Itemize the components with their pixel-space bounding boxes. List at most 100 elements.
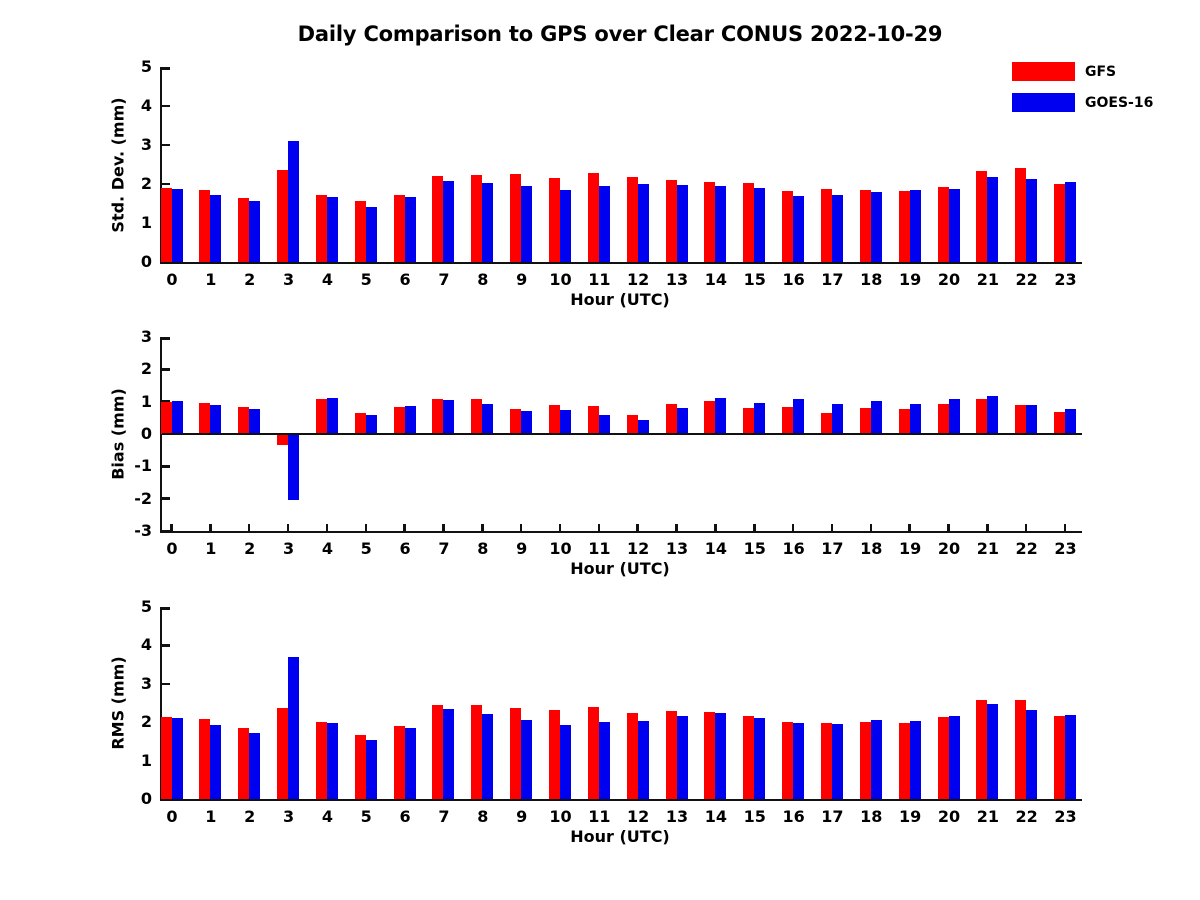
y-tick-label: 2 [140,359,152,379]
bar-gfs-hour-14 [704,711,716,799]
y-tick-mark [162,607,170,610]
bar-gfs-hour-23 [1054,411,1066,434]
bar-goes16-hour-2 [249,201,261,262]
bar-gfs-hour-11 [587,405,599,434]
zero-line [162,432,1082,436]
x-tick-label: 3 [282,807,295,826]
bar-goes16-hour-5 [365,740,377,799]
y-axis-label: RMS (mm) [108,656,128,750]
x-tick-label: 15 [743,270,766,289]
x-tick-label: 16 [782,807,805,826]
legend-item-goes16: GOES-16 [1012,93,1153,112]
bar-gfs-hour-17 [820,189,832,262]
x-tick-label: 21 [976,270,999,289]
bar-gfs-hour-10 [549,177,560,262]
bar-goes16-hour-1 [210,724,222,799]
x-tick-label: 14 [704,270,728,289]
bar-gfs-hour-0 [160,402,172,434]
x-tick-mark [170,524,173,531]
x-tick-label: 4 [321,807,333,826]
legend: GFS GOES-16 [1012,62,1153,124]
bar-goes16-hour-7 [443,708,455,799]
bar-gfs-hour-8 [471,175,483,262]
bar-goes16-hour-19 [909,403,921,434]
bar-gfs-hour-4 [315,399,327,434]
x-tick-label: 19 [899,539,922,558]
x-tick-label: 11 [588,270,611,289]
bar-gfs-hour-19 [898,190,910,262]
bar-goes16-hour-21 [987,396,999,434]
y-tick-label: 1 [140,213,152,232]
bar-goes16-hour-0 [171,189,183,262]
bar-goes16-hour-7 [443,180,455,262]
y-tick-mark [162,529,170,533]
x-tick-label: 17 [821,539,844,558]
x-tick-label: 20 [937,539,961,558]
bar-gfs-hour-0 [160,717,172,799]
y-tick-label: 3 [140,327,152,346]
bar-gfs-hour-5 [354,735,366,799]
bar-goes16-hour-3 [288,656,300,799]
bar-gfs-hour-8 [471,705,483,799]
x-tick-label: 7 [438,270,450,289]
x-tick-label: 17 [821,807,844,826]
bar-gfs-hour-11 [587,706,599,799]
bar-gfs-hour-13 [665,403,677,434]
bar-gfs-hour-2 [238,197,250,262]
bar-gfs-hour-13 [665,711,677,799]
bar-gfs-hour-7 [432,705,444,799]
x-tick-label: 2 [244,270,256,289]
bar-gfs-hour-14 [704,401,716,434]
bar-goes16-hour-4 [326,722,338,799]
bar-gfs-hour-23 [1054,183,1066,262]
legend-label-goes16: GOES-16 [1085,94,1154,111]
x-tick-label: 9 [516,270,528,289]
bar-goes16-hour-18 [870,192,882,262]
x-tick-label: 5 [360,807,372,826]
x-tick-mark [403,524,406,531]
bar-goes16-hour-21 [987,176,999,262]
figure-title: Daily Comparison to GPS over Clear CONUS… [297,22,943,46]
x-tick-label: 12 [627,807,650,826]
legend-swatch-goes16 [1012,93,1075,112]
x-tick-label: 18 [860,539,883,558]
bar-gfs-hour-3 [277,708,289,799]
x-tick-label: 16 [782,270,805,289]
bar-gfs-hour-15 [743,715,755,799]
x-tick-mark [519,524,523,531]
legend-swatch-gfs [1012,62,1075,81]
x-tick-label: 23 [1054,270,1077,289]
x-tick-mark [442,524,445,531]
bar-gfs-hour-11 [587,173,599,262]
bar-gfs-hour-1 [199,190,211,262]
bar-gfs-hour-3 [277,169,289,262]
bar-gfs-hour-18 [859,189,871,262]
y-tick-label: 4 [140,96,152,115]
bar-goes16-hour-19 [909,721,921,799]
x-tick-label: 2 [244,539,256,558]
x-tick-label: 7 [438,807,450,826]
x-tick-label: 4 [321,270,333,289]
bar-goes16-hour-20 [948,188,960,262]
x-tick-label: 15 [743,539,766,558]
x-tick-mark [908,524,911,531]
bar-goes16-hour-8 [482,403,494,434]
bar-gfs-hour-18 [859,408,871,434]
x-tick-mark [481,524,484,531]
bar-goes16-hour-4 [326,398,338,434]
bar-goes16-hour-16 [793,722,805,799]
x-tick-label: 7 [438,539,450,558]
x-tick-label: 19 [899,270,922,289]
bar-gfs-hour-6 [393,725,405,799]
y-tick-label: 0 [140,252,152,271]
bar-gfs-hour-20 [937,717,949,799]
bar-gfs-hour-5 [354,201,366,262]
x-axis-label: Hour (UTC) [570,559,670,578]
bar-goes16-hour-12 [637,721,649,799]
bar-goes16-hour-23 [1065,715,1077,799]
x-tick-label: 21 [976,539,999,558]
bar-goes16-hour-17 [831,723,843,799]
bar-gfs-hour-17 [820,722,832,799]
x-tick-label: 10 [549,807,572,826]
x-tick-label: 14 [704,539,728,558]
